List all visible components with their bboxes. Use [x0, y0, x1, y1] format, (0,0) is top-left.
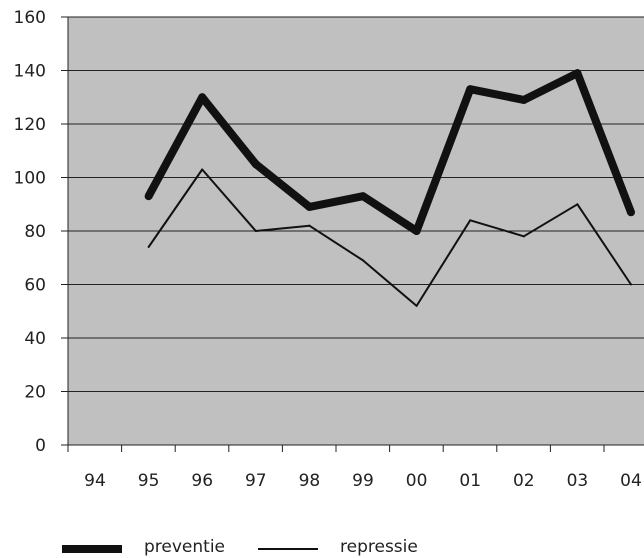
y-tick-label: 80: [24, 222, 46, 242]
data-point-preventie: [359, 192, 367, 201]
data-point-preventie: [251, 160, 260, 169]
legend-label-repressie: repressie: [340, 537, 418, 557]
data-point-preventie: [573, 69, 582, 78]
data-point-preventie: [519, 95, 528, 104]
data-point-preventie: [627, 208, 635, 217]
y-tick-label: 40: [24, 329, 46, 349]
x-tick-label: 03: [567, 471, 589, 491]
x-tick-label: 99: [352, 471, 374, 491]
gridlines: [68, 16, 644, 392]
data-point-repressie: [254, 230, 257, 232]
y-axis-ticks: 0 20 40 60 80 100 120 140 160: [14, 8, 68, 456]
y-tick-label: 140: [14, 62, 46, 82]
data-point-preventie: [198, 93, 207, 102]
data-point-repressie: [469, 219, 472, 222]
y-tick-label: 0: [35, 436, 46, 456]
x-tick-label: 96: [191, 471, 213, 491]
x-tick-label: 98: [299, 471, 321, 491]
data-point-repressie: [201, 168, 204, 171]
y-tick-label: 120: [14, 115, 46, 135]
data-point-repressie: [630, 283, 632, 286]
x-tick-label: 02: [513, 471, 535, 491]
series-line-repressie: [147, 168, 632, 307]
y-tick-label: 160: [14, 8, 46, 28]
y-tick-label: 20: [24, 383, 46, 403]
data-point-preventie: [305, 202, 314, 211]
data-point-repressie: [308, 224, 311, 227]
data-point-preventie: [412, 227, 421, 235]
x-axis-ticks: 94 95 96 97 98 99 00 01 02 03 04: [67, 445, 642, 491]
y-tick-label: 100: [14, 169, 46, 189]
data-point-repressie: [362, 259, 364, 262]
series-line-preventie: [145, 69, 635, 235]
x-tick-label: 94: [84, 471, 106, 491]
x-tick-label: 97: [245, 471, 267, 491]
data-point-repressie: [576, 203, 579, 206]
data-point-repressie: [415, 304, 418, 307]
data-point-preventie: [466, 85, 475, 94]
x-tick-label: 01: [459, 471, 481, 491]
y-tick-label: 60: [24, 276, 46, 296]
data-point-repressie: [522, 235, 525, 238]
x-tick-label: 95: [138, 471, 160, 491]
legend-label-preventie: preventie: [144, 537, 225, 557]
data-point-repressie: [147, 246, 150, 249]
series-lines: [144, 69, 635, 307]
data-point-preventie: [144, 192, 153, 201]
x-tick-label: 00: [406, 471, 428, 491]
x-tick-label: 04: [620, 471, 642, 491]
legend: preventie repressie: [62, 537, 418, 557]
